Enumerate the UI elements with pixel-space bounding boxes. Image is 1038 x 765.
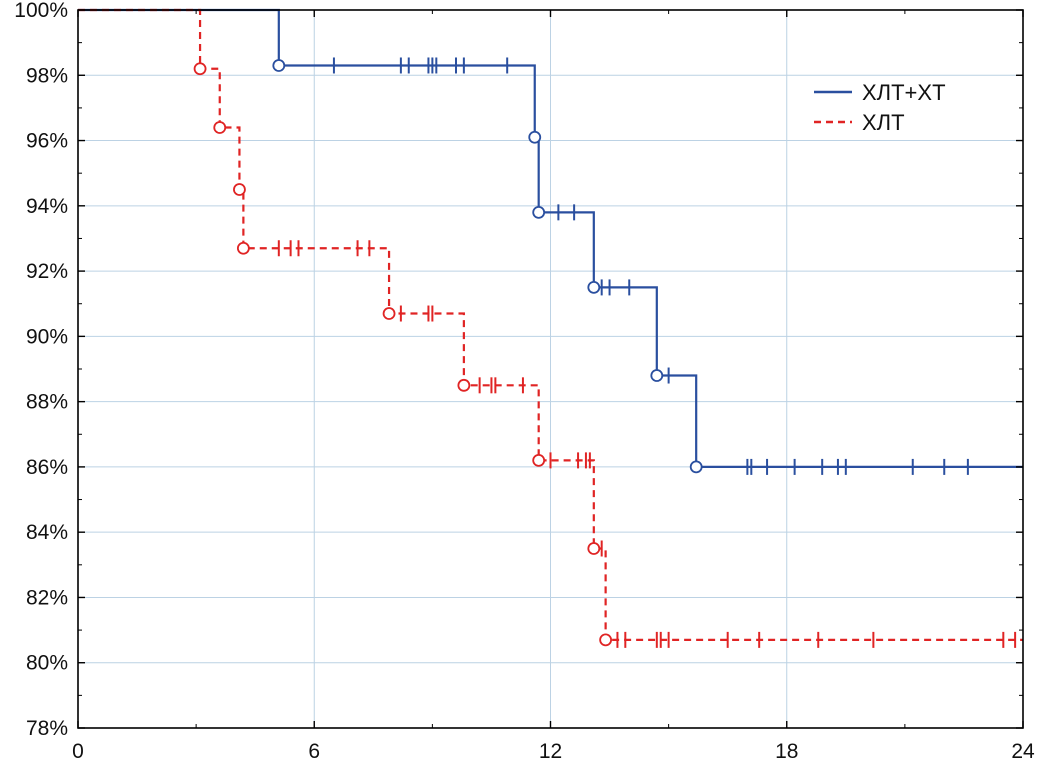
y-tick-label: 96% (26, 130, 68, 153)
x-tick-label: 6 (308, 740, 320, 763)
event-marker (587, 542, 601, 555)
y-tick-label: 94% (26, 195, 68, 218)
survival-step-line (78, 8, 1023, 469)
legend-label-xlt: ХЛТ (862, 110, 905, 135)
y-tick-label: 100% (14, 0, 68, 22)
y-tick-label: 88% (26, 391, 68, 414)
event-marker (233, 183, 246, 196)
event-marker (532, 205, 546, 219)
event-marker (382, 307, 396, 320)
event-marker (599, 633, 613, 647)
x-tick-label: 24 (1011, 740, 1035, 763)
survival-step-line (78, 8, 1023, 641)
legend: ХЛТ+ХТ ХЛТ (814, 80, 946, 135)
event-marker (213, 121, 227, 134)
x-tick-label: 0 (72, 740, 84, 763)
event-marker (457, 378, 471, 392)
x-tick-label: 12 (539, 740, 562, 763)
legend-label-xlt-xt: ХЛТ+ХТ (862, 80, 946, 105)
y-tick-label: 86% (26, 456, 68, 479)
y-tick-label: 80% (26, 652, 68, 675)
event-marker (689, 460, 703, 474)
series-xlt (78, 8, 1023, 648)
axis-ticks: 0 6 12 18 24 78% 80% 82% 84% 86% 88% 90% 92% 94% 96% 98… (14, 0, 1035, 763)
event-marker (587, 281, 601, 294)
y-tick-label: 90% (26, 325, 68, 348)
y-tick-label: 84% (26, 521, 68, 544)
plot-series (78, 8, 1023, 648)
event-marker (532, 453, 546, 467)
y-tick-label: 82% (26, 586, 68, 609)
event-marker (650, 369, 664, 382)
y-tick-label: 92% (26, 260, 68, 283)
event-marker (236, 241, 250, 255)
event-marker (528, 130, 542, 144)
grid-lines (78, 10, 1023, 728)
y-tick-label: 78% (26, 717, 68, 740)
x-tick-label: 18 (775, 740, 798, 763)
event-marker (272, 59, 286, 72)
series-xlt-xt (78, 8, 1023, 475)
y-tick-label: 98% (26, 64, 68, 87)
event-marker (193, 62, 207, 76)
